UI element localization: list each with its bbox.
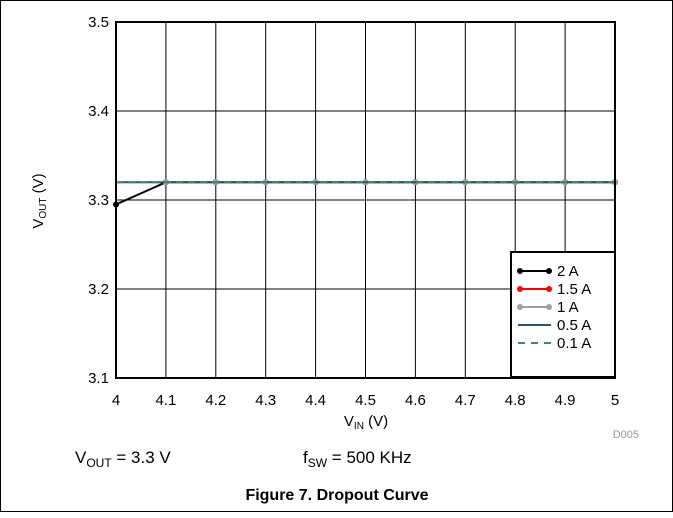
y-axis-label: VOUT (V) — [30, 173, 49, 228]
x-tick-label: 4 — [112, 392, 120, 409]
legend-marker — [517, 304, 523, 310]
legend-marker — [517, 286, 523, 292]
x-tick-label: 4.8 — [505, 392, 526, 409]
figure-caption: Figure 7. Dropout Curve — [245, 487, 428, 504]
x-tick-label: 5 — [611, 392, 619, 409]
x-tick-label: 4.6 — [405, 392, 426, 409]
x-tick-label: 4.1 — [155, 392, 176, 409]
x-axis-label-main: V — [344, 413, 354, 430]
x-axis-label: VIN (V) — [344, 413, 388, 432]
fsw-condition-rest: = 500 KHz — [327, 448, 412, 467]
vout-condition-rest: = 3.3 V — [112, 448, 172, 467]
y-tick-labels: 3.1 3.2 3.3 3.4 3.5 — [88, 14, 109, 387]
y-tick-label: 3.1 — [88, 370, 109, 387]
x-tick-label: 4.9 — [555, 392, 576, 409]
x-tick-label: 4.2 — [205, 392, 226, 409]
y-axis-label-sub: OUT — [38, 198, 49, 219]
legend-label: 1 A — [557, 299, 579, 316]
legend-label: 2 A — [557, 263, 579, 280]
plot-border — [115, 21, 616, 379]
x-tick-labels: 4 4.1 4.2 4.3 4.4 4.5 4.6 4.7 4.8 4.9 5 — [112, 392, 619, 409]
legend-items: 2 A1.5 A1 A0.5 A0.1 A — [517, 263, 591, 352]
vout-condition: VOUT = 3.3 V — [75, 448, 171, 470]
figure-code: D005 — [613, 429, 639, 441]
legend-marker — [546, 304, 552, 310]
x-tick-label: 4.4 — [305, 392, 326, 409]
x-tick-label: 4.3 — [255, 392, 276, 409]
x-axis-label-sub: IN — [354, 421, 364, 432]
legend-item: 2 A — [517, 263, 579, 280]
y-tick-label: 3.5 — [88, 14, 109, 31]
legend-box — [510, 251, 616, 378]
y-axis-label-main: V — [30, 219, 47, 229]
legend-marker — [546, 286, 552, 292]
legend-item: 1 A — [517, 299, 579, 316]
legend-item: 0.1 A — [518, 335, 591, 352]
legend-marker — [546, 268, 552, 274]
legend-marker — [517, 268, 523, 274]
vout-condition-main: V — [75, 448, 87, 467]
legend: 2 A1.5 A1 A0.5 A0.1 A — [510, 251, 616, 378]
legend-label: 0.1 A — [557, 335, 591, 352]
y-tick-label: 3.3 — [88, 192, 109, 209]
x-tick-label: 4.5 — [355, 392, 376, 409]
vout-condition-sub: OUT — [86, 456, 112, 470]
series-layer — [113, 179, 618, 208]
x-axis-label-unit: (V) — [364, 413, 388, 430]
legend-label: 1.5 A — [557, 281, 591, 298]
fsw-condition: fSW = 500 KHz — [303, 448, 412, 470]
x-tick-label: 4.7 — [455, 392, 476, 409]
fsw-condition-main: f — [303, 448, 308, 467]
y-tick-label: 3.4 — [88, 103, 109, 120]
legend-label: 0.5 A — [557, 317, 591, 334]
fsw-condition-sub: SW — [308, 456, 328, 470]
y-tick-label: 3.2 — [88, 281, 109, 298]
legend-item: 1.5 A — [517, 281, 591, 298]
legend-item: 0.5 A — [518, 317, 591, 334]
y-axis-label-unit: (V) — [30, 173, 47, 197]
